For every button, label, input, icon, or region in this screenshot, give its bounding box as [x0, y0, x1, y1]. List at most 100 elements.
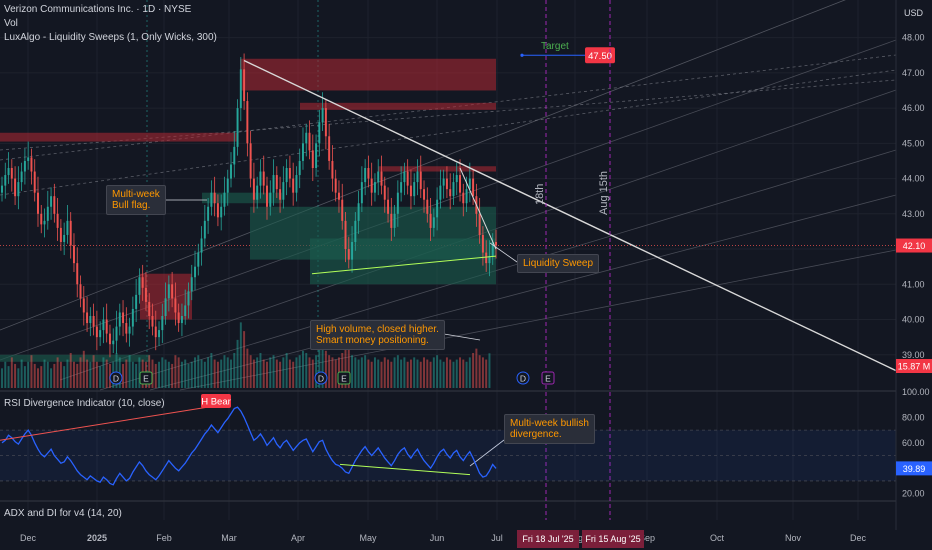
adx-panel-title[interactable]: ADX and DI for v4 (14, 20)	[4, 508, 122, 519]
volume-bar	[393, 357, 396, 388]
candle-body	[102, 319, 105, 331]
volume-bar	[220, 359, 223, 388]
candle-body	[154, 326, 157, 338]
volume-bar	[43, 359, 46, 388]
candle-body	[187, 291, 190, 306]
volume-bar	[334, 359, 337, 388]
candle-body	[105, 319, 108, 334]
candle-body	[63, 234, 66, 242]
liquidity-sweep-callout[interactable]: Liquidity Sweep	[517, 254, 600, 273]
volume-bar	[380, 361, 383, 388]
candle-body	[285, 168, 288, 183]
event-marker-letter: D	[113, 374, 119, 384]
volume-bar	[213, 359, 216, 388]
volume-bar	[102, 357, 105, 388]
bearish-div-line	[0, 406, 208, 441]
volume-bar	[154, 363, 157, 388]
volume-bar	[298, 355, 301, 388]
candle-body	[331, 160, 334, 179]
candle-body	[144, 287, 147, 302]
time-tick-label: Mar	[221, 533, 237, 543]
candle-body	[413, 182, 416, 197]
volume-bar	[53, 363, 56, 388]
volume-bar	[180, 361, 183, 388]
symbol-title[interactable]: Verizon Communications Inc. · 1D · NYSE	[4, 4, 192, 15]
volume-bar	[478, 355, 481, 388]
candle-body	[403, 171, 406, 183]
volume-bar	[200, 359, 203, 388]
indicator-legend[interactable]: LuxAlgo - Liquidity Sweeps (1, Only Wick…	[4, 32, 217, 43]
price-tick-label: 46.00	[902, 103, 925, 113]
candle-body	[194, 266, 197, 278]
rsi-value-badge: 39.89	[903, 464, 926, 474]
candle-body	[23, 160, 26, 172]
candle-body	[226, 178, 229, 193]
candle-body	[406, 171, 409, 186]
candle-body	[357, 203, 360, 221]
volume-badge-bg	[896, 359, 932, 373]
candle-body	[43, 220, 46, 225]
event-marker-letter: D	[318, 374, 324, 384]
bullish-div-callout[interactable]: Multi-week bullish divergence.	[504, 414, 595, 444]
candle-body	[66, 220, 69, 235]
candle-body	[33, 171, 36, 193]
time-tick-label: Jun	[430, 533, 445, 543]
bull-flag-line1: Multi-week	[112, 189, 160, 200]
candle-body	[252, 178, 255, 200]
volume-bar	[30, 355, 33, 388]
descending-trendline	[243, 59, 897, 372]
candle-body	[416, 171, 419, 183]
earnings-event-marker	[139, 371, 153, 385]
volume-bar	[20, 359, 23, 388]
volume-bar	[63, 366, 66, 388]
sell-liquidity-zone	[378, 166, 496, 172]
volume-bar	[481, 357, 484, 388]
candle-body	[86, 312, 89, 324]
volume-bar	[449, 359, 452, 388]
candle-body	[373, 182, 376, 193]
volume-bar	[259, 353, 262, 388]
volume-bar	[59, 361, 62, 388]
volume-bar	[377, 359, 380, 388]
volume-bar	[207, 357, 210, 388]
candle-body	[50, 196, 53, 207]
candle-body	[301, 143, 304, 161]
earnings-event-marker	[541, 371, 555, 385]
volume-bar	[426, 359, 429, 388]
candle-body	[334, 178, 337, 193]
volume-bar	[262, 359, 265, 388]
volume-bar	[174, 355, 177, 388]
target-label: Target	[541, 41, 569, 52]
candle-body	[269, 192, 272, 207]
candle-body	[112, 340, 115, 345]
volume-bar	[50, 368, 53, 388]
rsi-panel-title[interactable]: RSI Divergence Indicator (10, close)	[4, 398, 165, 409]
volume-bar	[409, 359, 412, 388]
candle-body	[213, 192, 216, 204]
candle-body	[46, 206, 49, 221]
volume-bar	[1, 368, 3, 388]
volume-bar	[266, 361, 268, 388]
price-tick-label: 41.00	[902, 279, 925, 289]
high-volume-callout[interactable]: High volume, closed higher. Smart money …	[310, 320, 445, 350]
time-tick-label: Dec	[20, 533, 37, 543]
candle-body	[249, 143, 252, 179]
price-tick-label: 44.00	[902, 174, 925, 184]
event-marker-letter: E	[545, 374, 551, 384]
candle-body	[377, 171, 380, 183]
volume-bar	[390, 361, 393, 388]
bull-flag-callout[interactable]: Multi-week Bull flag.	[106, 185, 166, 215]
currency-label: USD	[904, 8, 924, 18]
volume-bar	[321, 344, 324, 388]
dividend-event-marker	[314, 371, 328, 385]
candle-body	[210, 192, 213, 207]
volume-bar	[118, 357, 121, 388]
price-axis-bg	[896, 0, 932, 550]
volume-bar	[252, 359, 255, 388]
volume-bar	[347, 348, 350, 388]
volume-bar	[69, 353, 72, 388]
vol-legend[interactable]: Vol	[4, 18, 18, 29]
candle-body	[197, 252, 200, 267]
candle-body	[171, 284, 174, 299]
